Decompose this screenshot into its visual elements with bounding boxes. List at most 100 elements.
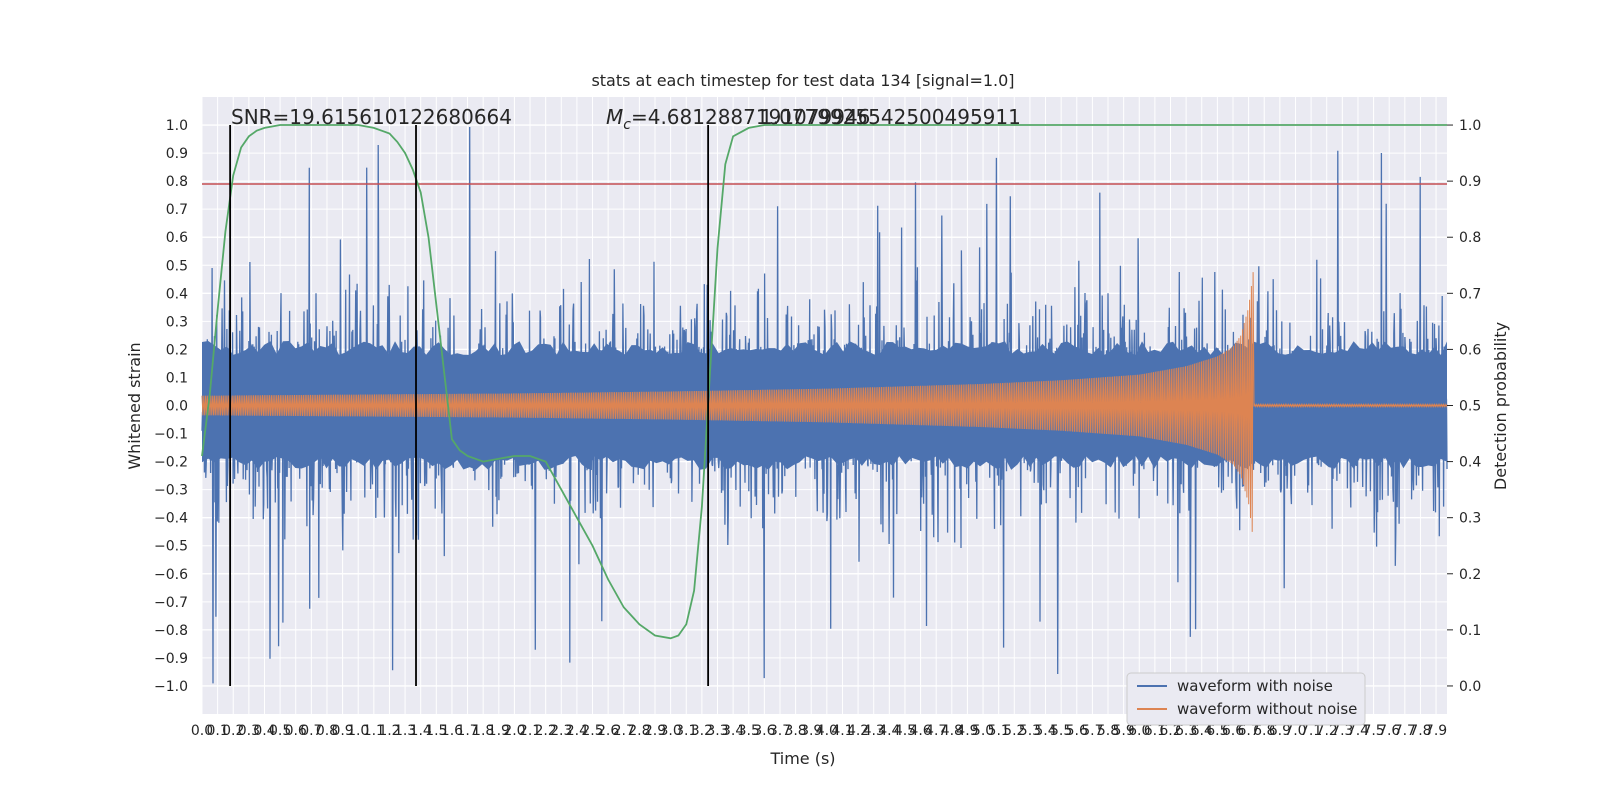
y-tick-label: −0.6 [154, 567, 188, 583]
x-tick-label: 5.8 [1097, 723, 1119, 739]
x-tick-label: 4.9 [956, 723, 978, 739]
x-tick-label: 7.5 [1362, 723, 1384, 739]
x-tick-label: 3.7 [769, 723, 791, 739]
x-tick-label: 2.4 [566, 723, 588, 739]
x-tick-label: 7.3 [1331, 723, 1353, 739]
overlapping-annotation: 1.0779925542500495911 [760, 105, 1021, 129]
x-tick-label: 1.1 [363, 723, 385, 739]
y2-tick-label: 0.5 [1459, 399, 1481, 415]
x-tick-label: 7.6 [1378, 723, 1400, 739]
x-tick-label: 5.5 [1050, 723, 1072, 739]
x-tick-label: 2.8 [628, 723, 650, 739]
x-tick-label: 7.2 [1316, 723, 1338, 739]
x-tick-label: 0.8 [316, 723, 338, 739]
clean-waveform-line [201, 272, 1448, 532]
y-tick-label: −0.4 [154, 511, 188, 527]
x-tick-label: 4.0 [816, 723, 838, 739]
legend-label-clean: waveform without noise [1177, 700, 1357, 718]
y-tick-label: 1.0 [166, 118, 188, 134]
x-tick-label: 3.0 [659, 723, 681, 739]
x-tick-label: 4.3 [863, 723, 885, 739]
y-tick-label: −0.7 [154, 595, 188, 611]
x-tick-label: 4.8 [941, 723, 963, 739]
x-tick-label: 1.8 [472, 723, 494, 739]
x-tick-label: 2.0 [503, 723, 525, 739]
x-tick-label: 0.7 [300, 723, 322, 739]
y-tick-label: 0.5 [166, 258, 188, 274]
y-axis-ticks: −1.0 −0.9 −0.8 −0.7 −0.6 −0.5 −0.4 −0.3 −0.2 −0.1… [154, 118, 188, 695]
x-tick-label: 7.8 [1409, 723, 1431, 739]
x-tick-label: 0.9 [331, 723, 353, 739]
x-tick-label: 5.9 [1113, 723, 1135, 739]
x-tick-label: 2.9 [644, 723, 666, 739]
x-tick-label: 6.4 [1191, 723, 1213, 739]
y-axis-label: Whitened strain [125, 342, 144, 469]
x-tick-label: 2.1 [519, 723, 541, 739]
x-tick-label: 1.0 [347, 723, 369, 739]
y2-tick-label: 1.0 [1459, 118, 1481, 134]
x-tick-label: 6.2 [1159, 723, 1181, 739]
x-tick-label: 6.0 [1128, 723, 1150, 739]
x-tick-label: 6.6 [1222, 723, 1244, 739]
y2-axis-label: Detection probability [1491, 322, 1510, 490]
x-tick-label: 2.7 [613, 723, 635, 739]
y-tick-label: 0.2 [166, 342, 188, 358]
x-tick-label: 3.6 [753, 723, 775, 739]
x-tick-label: 2.5 [581, 723, 603, 739]
chirp-mass-value: =4.6812887191079946 [631, 105, 870, 129]
y2-tick-label: 0.0 [1459, 679, 1481, 695]
chirp-mass-subscript: c [623, 117, 631, 133]
x-tick-label: 5.3 [1019, 723, 1041, 739]
x-tick-label: 5.7 [1081, 723, 1103, 739]
x-tick-label: 4.2 [847, 723, 869, 739]
y-tick-label: −0.8 [154, 623, 188, 639]
x-tick-label: 6.5 [1206, 723, 1228, 739]
x-tick-label: 7.4 [1347, 723, 1369, 739]
x-tick-label: 1.5 [425, 723, 447, 739]
y-tick-label: −0.3 [154, 483, 188, 499]
x-tick-label: 2.6 [597, 723, 619, 739]
y2-tick-label: 0.7 [1459, 286, 1481, 302]
x-tick-label: 2.2 [535, 723, 557, 739]
chirp-mass-annotation: Mc=4.6812887191079946 [606, 105, 870, 133]
x-tick-label: 3.9 [800, 723, 822, 739]
y-tick-label: −0.5 [154, 539, 188, 555]
x-tick-label: 6.7 [1237, 723, 1259, 739]
x-tick-label: 0.0 [191, 723, 213, 739]
series-detection-probability [201, 124, 1447, 640]
x-tick-label: 5.2 [1003, 723, 1025, 739]
x-tick-label: 2.3 [550, 723, 572, 739]
y-tick-label: −0.1 [154, 427, 188, 443]
x-tick-label: 4.1 [831, 723, 853, 739]
y2-tick-label: 0.3 [1459, 511, 1481, 527]
snr-annotation: SNR=19.615610122680664 [231, 105, 512, 129]
y2-tick-label: 0.9 [1459, 174, 1481, 190]
y2-tick-label: 0.1 [1459, 623, 1481, 639]
x-tick-label: 5.0 [972, 723, 994, 739]
x-tick-label: 0.3 [238, 723, 260, 739]
y-tick-label: 0.4 [166, 286, 188, 302]
x-tick-label: 3.4 [722, 723, 744, 739]
x-tick-label: 5.6 [1066, 723, 1088, 739]
x-tick-label: 3.3 [706, 723, 728, 739]
legend-frame [1126, 672, 1366, 726]
y-tick-label: 0.3 [166, 314, 188, 330]
x-tick-label: 6.9 [1269, 723, 1291, 739]
y2-axis-ticks: 0.0 0.1 0.2 0.3 0.4 0.5 0.6 0.7 0.8 0.9 1.0 [1447, 118, 1481, 695]
y2-tick-label: 0.4 [1459, 455, 1481, 471]
marker-lines [229, 125, 710, 686]
legend: waveform with noise waveform without noi… [1126, 672, 1366, 726]
y2-tick-label: 0.2 [1459, 567, 1481, 583]
x-tick-label: 4.7 [925, 723, 947, 739]
x-tick-label: 7.1 [1300, 723, 1322, 739]
y-tick-label: 0.8 [166, 174, 188, 190]
y-tick-label: 0.9 [166, 146, 188, 162]
chirp-mass-symbol: M [606, 105, 623, 129]
x-tick-label: 7.9 [1425, 723, 1447, 739]
x-tick-label: 7.0 [1284, 723, 1306, 739]
x-tick-label: 1.7 [456, 723, 478, 739]
x-tick-label: 1.4 [410, 723, 432, 739]
x-tick-label: 3.1 [675, 723, 697, 739]
x-tick-label: 0.1 [206, 723, 228, 739]
